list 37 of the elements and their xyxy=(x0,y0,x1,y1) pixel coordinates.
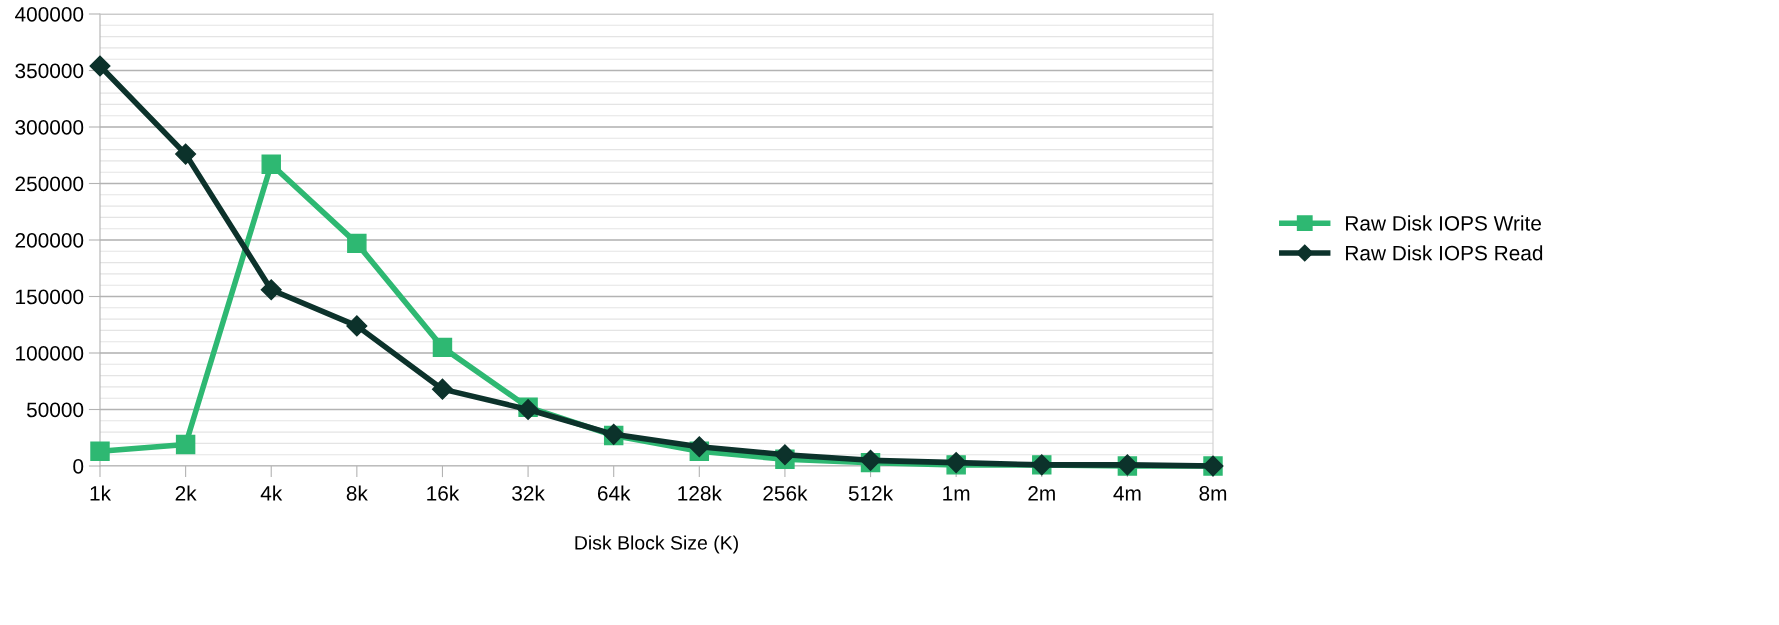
point xyxy=(431,378,453,400)
point xyxy=(90,441,110,462)
y-tick-label: 50000 xyxy=(26,402,84,418)
y-tick-label: 0 xyxy=(73,459,84,474)
x-tick-label: 2k xyxy=(175,485,197,501)
x-tick-label: 4k xyxy=(260,485,283,501)
y-tick-label: 400000 xyxy=(14,7,84,22)
point xyxy=(260,279,282,301)
y-tick-label: 100000 xyxy=(16,346,84,361)
point xyxy=(261,154,281,175)
point xyxy=(175,434,196,455)
legend-label: Raw Disk IOPS Read xyxy=(1346,245,1543,261)
y-tick-label: 200000 xyxy=(15,233,84,248)
point xyxy=(347,233,367,254)
x-tick-label: 2m xyxy=(1028,485,1055,501)
x-tick-label: 4m xyxy=(1113,486,1141,501)
y-tick-label: 150000 xyxy=(16,289,84,305)
point xyxy=(432,337,453,358)
point xyxy=(774,444,796,466)
legend-label: Raw Disk IOPS Write xyxy=(1346,215,1541,231)
y-tick-label: 250000 xyxy=(15,176,84,192)
x-tick-label: 128k xyxy=(678,485,722,501)
point xyxy=(346,315,368,337)
y-tick-label: 350000 xyxy=(15,63,84,79)
x-tick-label: 64k xyxy=(597,485,631,501)
x-axis-title: Disk Block Size (K) xyxy=(575,535,738,554)
point xyxy=(175,143,197,165)
x-tick-label: 1k xyxy=(90,485,112,501)
x-tick-label: 32k xyxy=(512,485,545,501)
point xyxy=(688,436,710,458)
x-tick-label: 512k xyxy=(848,485,894,501)
x-tick-label: 16k xyxy=(427,485,460,501)
x-tick-label: 8k xyxy=(346,485,368,501)
x-tick-label: 1m xyxy=(943,486,970,501)
x-tick-label: 256k xyxy=(763,485,808,501)
y-tick-label: 300000 xyxy=(15,120,84,135)
x-tick-label: 8m xyxy=(1199,485,1227,501)
